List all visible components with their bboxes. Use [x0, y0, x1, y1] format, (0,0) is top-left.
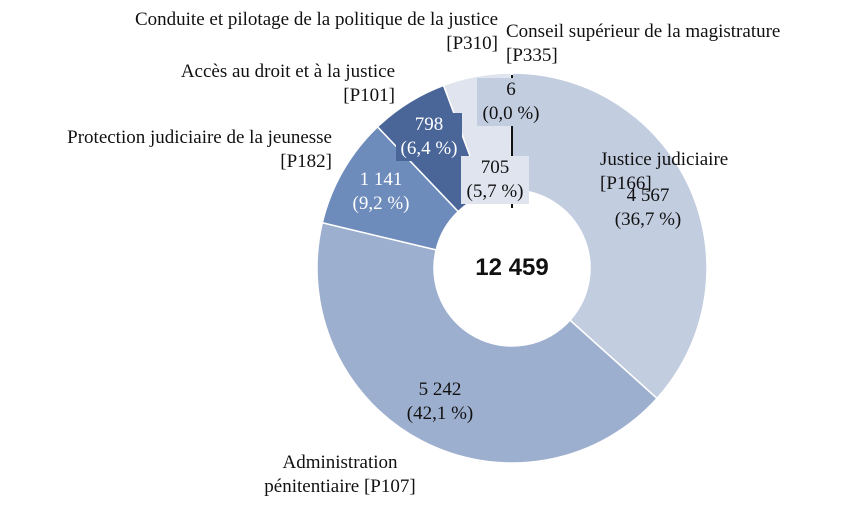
slice-1 [316, 221, 659, 464]
label-administration-penitentiaire: Administration pénitentiaire [P107] [264, 452, 416, 497]
label-conduite-pilotage: Conduite et pilotage de la politique de … [134, 9, 498, 54]
slice-0 [511, 72, 708, 400]
data-label-pjj: 1 141 (9,2 %) [352, 169, 410, 214]
total-label: 12 459 [475, 254, 549, 281]
label-csm: Conseil supérieur de la magistrature [P33… [506, 21, 781, 66]
label-acces-droit: Accès au droit et à la justice [P101] [180, 61, 395, 106]
data-label-ap: 5 242 (42,1 %) [406, 379, 474, 424]
data-label-cp: 705 (5,7 %) [461, 156, 529, 204]
label-justice-judiciaire: Justice judiciaire [P166] [600, 149, 729, 194]
label-pjj: Protection judiciaire de la jeunesse [P18… [67, 127, 332, 172]
data-label-csm: 6 (0,0 %) [477, 78, 545, 126]
data-label-jj: 4 567 (36,7 %) [614, 185, 682, 230]
data-label-ad: 798 (6,4 %) [396, 113, 462, 161]
